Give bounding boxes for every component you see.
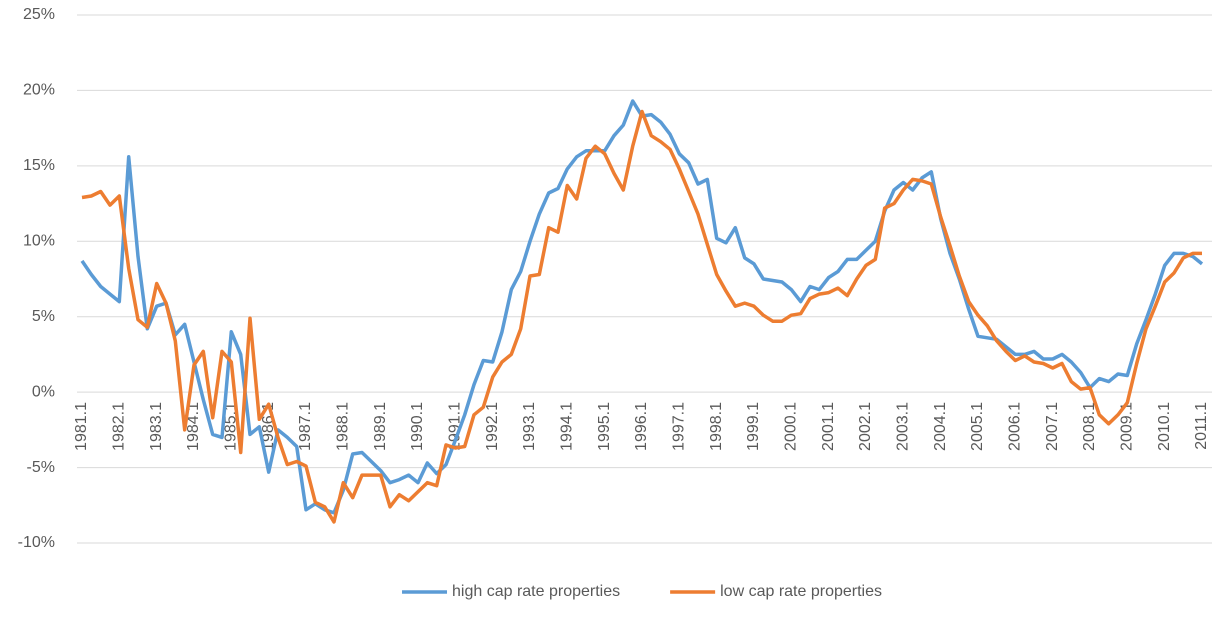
x-tick-label: 2004.1 xyxy=(932,402,949,451)
x-tick-label: 1992.1 xyxy=(484,402,501,451)
x-tick-label: 1995.1 xyxy=(596,402,613,451)
y-tick-label: 5% xyxy=(32,308,55,325)
legend-label: high cap rate properties xyxy=(452,583,620,600)
legend-label: low cap rate properties xyxy=(720,583,882,600)
x-tick-label: 1994.1 xyxy=(559,402,576,451)
x-tick-label: 2002.1 xyxy=(857,402,874,451)
x-tick-label: 1982.1 xyxy=(111,402,128,451)
y-tick-label: 20% xyxy=(23,82,55,99)
x-tick-label: 2011.1 xyxy=(1193,402,1210,450)
y-tick-label: -5% xyxy=(27,459,55,476)
x-tick-label: 1990.1 xyxy=(409,402,426,451)
x-tick-label: 1981.1 xyxy=(73,402,90,451)
x-tick-label: 2010.1 xyxy=(1156,402,1173,451)
x-tick-label: 1989.1 xyxy=(372,402,389,451)
x-tick-label: 1997.1 xyxy=(671,402,688,451)
x-tick-label: 2003.1 xyxy=(895,402,912,451)
x-tick-label: 1987.1 xyxy=(297,402,314,451)
x-tick-label: 1993.1 xyxy=(521,402,538,451)
x-tick-label: 1996.1 xyxy=(633,402,650,451)
x-tick-label: 1991.1 xyxy=(447,402,464,451)
y-tick-label: 15% xyxy=(23,157,55,174)
x-tick-label: 1983.1 xyxy=(148,402,165,451)
y-tick-label: 0% xyxy=(32,383,55,400)
y-tick-label: 10% xyxy=(23,233,55,250)
x-tick-label: 1984.1 xyxy=(185,402,202,451)
x-tick-label: 1999.1 xyxy=(745,402,762,451)
y-tick-label: 25% xyxy=(23,6,55,23)
x-tick-label: 2008.1 xyxy=(1081,402,1098,451)
x-tick-label: 2001.1 xyxy=(820,402,837,451)
x-tick-label: 2009.1 xyxy=(1119,402,1136,451)
x-tick-label: 2006.1 xyxy=(1007,402,1024,451)
x-tick-label: 2005.1 xyxy=(969,402,986,451)
x-tick-label: 1988.1 xyxy=(335,402,352,451)
x-tick-label: 2007.1 xyxy=(1044,402,1061,451)
y-tick-label: -10% xyxy=(18,534,55,551)
x-tick-label: 2000.1 xyxy=(783,402,800,451)
x-tick-label: 1998.1 xyxy=(708,402,725,451)
series-line xyxy=(81,109,1202,524)
